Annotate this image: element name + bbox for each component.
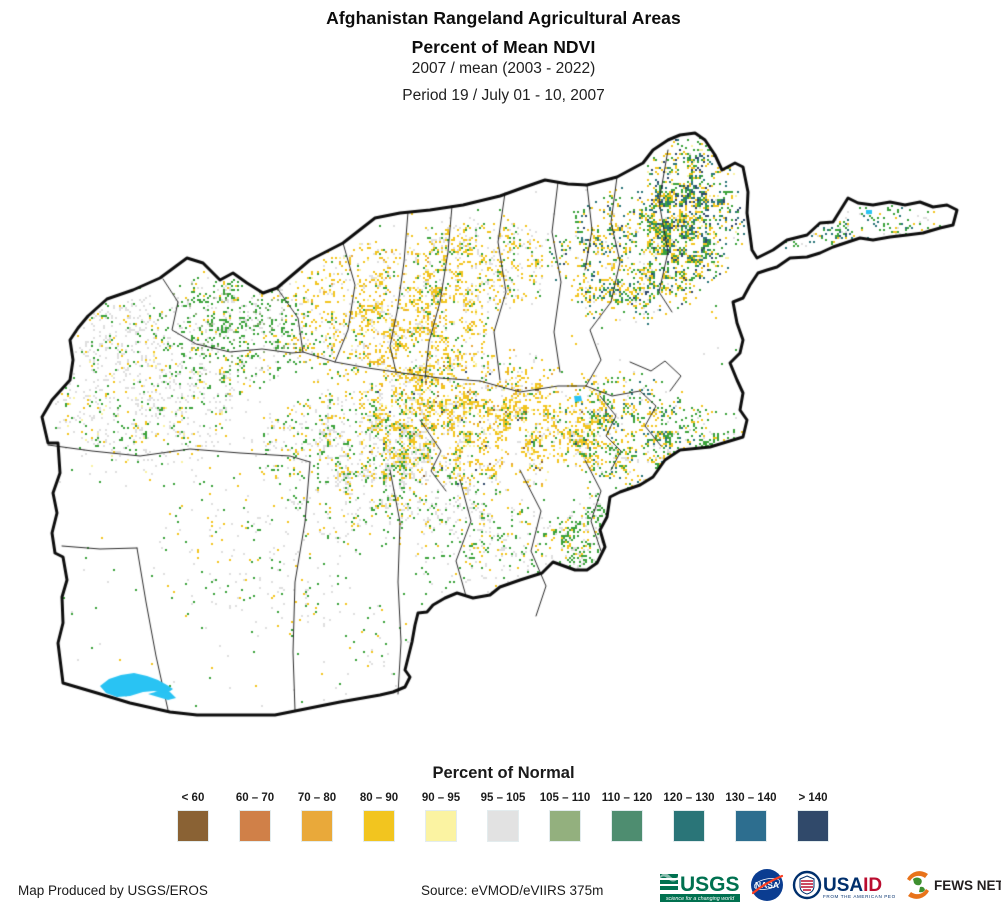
nasa-logo-icon: NASA xyxy=(751,869,784,901)
nasa-wordmark: NASA xyxy=(755,880,779,890)
period-caption: Period 19 / July 01 - 10, 2007 xyxy=(402,87,605,104)
page-subtitle: Percent of Mean NDVI xyxy=(411,37,596,57)
legend-class-label: 120 – 130 xyxy=(663,792,715,804)
legend-class-label: 60 – 70 xyxy=(235,792,275,804)
usgs-wordmark: USGS xyxy=(680,873,740,896)
legend-color-swatch xyxy=(302,811,332,841)
legend-item: < 60 xyxy=(162,792,224,841)
legend-item: 110 – 120 xyxy=(596,792,658,841)
legend-color-swatch xyxy=(364,811,394,841)
legend-class-label: 90 – 95 xyxy=(421,792,461,804)
legend-color-swatch xyxy=(736,811,766,841)
legend-color-swatch xyxy=(798,811,828,841)
legend-item: 130 – 140 xyxy=(720,792,782,841)
legend-item: 95 – 105 xyxy=(472,792,534,841)
logo-strip: USGS science for a changing world NASA U… xyxy=(658,862,1001,908)
fewsnet-logo-icon: FEWS NET xyxy=(905,871,1001,899)
legend-color-swatch xyxy=(240,811,270,841)
data-source: Source: eVMOD/eVIIRS 375m xyxy=(421,883,604,898)
usgs-wave-icon xyxy=(660,874,678,890)
legend-color-swatch xyxy=(674,811,704,841)
legend-class-label: 95 – 105 xyxy=(480,792,526,804)
legend-class-label: 110 – 120 xyxy=(601,792,653,804)
legend-item: 80 – 90 xyxy=(348,792,410,841)
usgs-logo-icon: USGS science for a changing world xyxy=(660,873,740,902)
usaid-logo-icon: USAID FROM THE AMERICAN PEOPLE xyxy=(792,870,896,900)
legend-item: > 140 xyxy=(782,792,844,841)
fewsnet-wordmark: FEWS NET xyxy=(934,878,1001,893)
legend-color-swatch xyxy=(426,811,456,841)
title-block: Afghanistan Rangeland Agricultural Areas… xyxy=(0,7,1007,105)
legend-class-label: 80 – 90 xyxy=(359,792,399,804)
page-title: Afghanistan Rangeland Agricultural Areas xyxy=(326,8,681,28)
legend-class-label: 105 – 110 xyxy=(539,792,591,804)
svg-text:USAID: USAID xyxy=(823,875,882,896)
legend-color-swatch xyxy=(488,811,518,841)
ratio-caption: 2007 / mean (2003 - 2022) xyxy=(411,60,596,77)
legend-class-label: 130 – 140 xyxy=(725,792,777,804)
usaid-wordmark-usa: USA xyxy=(823,875,863,896)
legend-title: Percent of Normal xyxy=(432,764,575,782)
legend-color-swatch xyxy=(178,811,208,841)
legend-item: 90 – 95 xyxy=(410,792,472,841)
legend-item: 105 – 110 xyxy=(534,792,596,841)
legend-item: 120 – 130 xyxy=(658,792,720,841)
legend-class-label: < 60 xyxy=(181,792,205,804)
producer-credit: Map Produced by USGS/EROS xyxy=(18,883,208,898)
usaid-tagline: FROM THE AMERICAN PEOPLE xyxy=(823,894,896,899)
legend-item: 60 – 70 xyxy=(224,792,286,841)
legend-color-swatch xyxy=(550,811,580,841)
legend-class-label: > 140 xyxy=(798,792,828,804)
legend-item: 70 – 80 xyxy=(286,792,348,841)
usaid-wordmark-id: ID xyxy=(863,875,882,896)
usgs-tagline: science for a changing world xyxy=(666,896,735,902)
legend: < 60 60 – 70 70 – 80 80 – 90 90 – 95 95 – 105… xyxy=(162,792,844,841)
legend-class-label: 70 – 80 xyxy=(297,792,337,804)
legend-color-swatch xyxy=(612,811,642,841)
